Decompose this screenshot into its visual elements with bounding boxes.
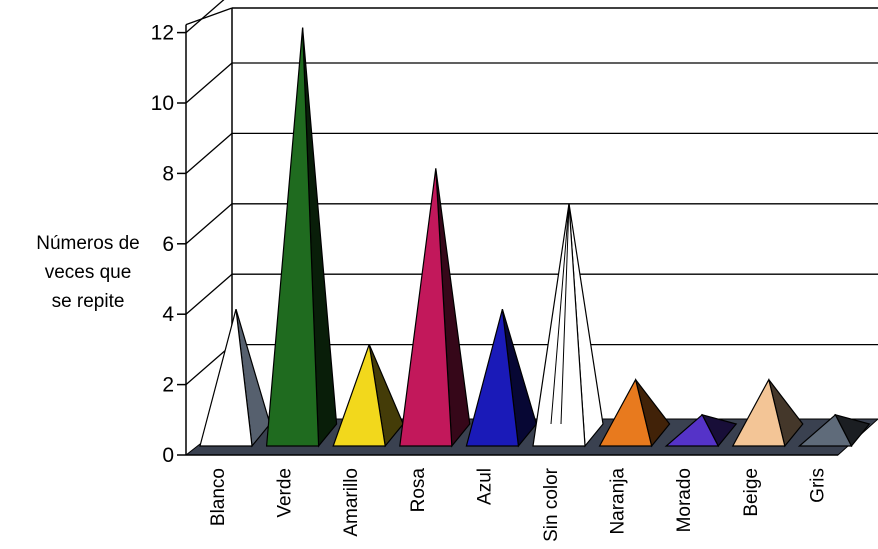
x-tick-label: Verde bbox=[275, 468, 296, 518]
x-tick-label: Blanco bbox=[208, 468, 229, 526]
y-tick-label: 0 bbox=[162, 444, 174, 467]
pyramid-verde bbox=[265, 27, 338, 448]
pyramid-front-face bbox=[465, 309, 520, 447]
pyramid-rosa bbox=[399, 168, 471, 448]
pyramid-front-face bbox=[399, 168, 453, 447]
pyramid-front-face bbox=[797, 413, 853, 447]
y-axis: 0 2 4 6 8 10 12 bbox=[151, 7, 233, 467]
y-axis-title-line-1: Números de bbox=[36, 233, 140, 254]
pyramid-sin-color bbox=[532, 203, 604, 448]
x-tick-label: Azul bbox=[474, 468, 495, 505]
pyramid-front-face bbox=[199, 309, 253, 447]
y-tick-label: 6 bbox=[162, 233, 174, 256]
pyramid-blanco bbox=[199, 309, 271, 448]
pyramid-gris bbox=[797, 413, 871, 448]
pyramid-amarillo bbox=[332, 344, 404, 448]
pyramid-front-face bbox=[731, 377, 786, 447]
y-tick-label: 2 bbox=[162, 374, 174, 397]
pyramid-front-face bbox=[332, 344, 386, 447]
gridline-diagonal bbox=[185, 0, 225, 34]
pyramid-front-face bbox=[265, 27, 320, 447]
pyramid-front-face bbox=[598, 377, 653, 447]
pyramid-marks bbox=[199, 27, 871, 448]
pyramid-morado bbox=[664, 413, 738, 448]
y-tick-label: 10 bbox=[151, 92, 174, 115]
y-axis-top-diagonal bbox=[185, 7, 233, 26]
y-tick-label: 4 bbox=[162, 303, 174, 326]
pyramid-hidden-edge bbox=[550, 203, 570, 425]
x-tick-label: Amarillo bbox=[341, 468, 362, 537]
x-tick-label: Rosa bbox=[408, 468, 429, 513]
gridline-diagonal bbox=[185, 62, 233, 104]
gridline-diagonal bbox=[185, 203, 233, 245]
x-tick-label: Beige bbox=[741, 468, 762, 517]
y-axis-title-line-3: se repite bbox=[51, 291, 125, 312]
pyramid-hidden-edge bbox=[560, 203, 570, 425]
y-tick-label: 12 bbox=[151, 22, 174, 45]
gridline-diagonal bbox=[185, 132, 233, 174]
x-axis-labels: Blanco Verde Amarillo Rosa Azul Sin color Nara… bbox=[208, 467, 828, 542]
y-tick-label: 8 bbox=[162, 162, 174, 185]
pyramid-azul bbox=[465, 309, 538, 448]
pyramid-beige bbox=[731, 377, 804, 448]
x-tick-label: Sin color bbox=[541, 467, 562, 542]
y-axis-title-line-2: veces que bbox=[44, 262, 132, 283]
x-tick-label: Morado bbox=[674, 468, 695, 532]
x-tick-label: Gris bbox=[807, 468, 828, 503]
pyramid-front-face bbox=[664, 413, 720, 447]
pyramid-naranja bbox=[598, 377, 671, 448]
gridline-diagonal bbox=[185, 273, 233, 315]
x-tick-label: Naranja bbox=[608, 468, 629, 535]
